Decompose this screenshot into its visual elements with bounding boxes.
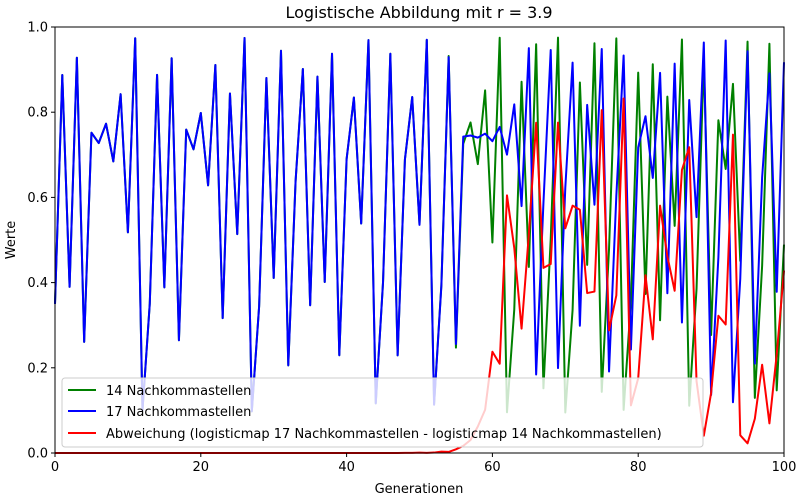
x-tick-label: 100 bbox=[772, 460, 797, 475]
x-tick-label: 60 bbox=[484, 460, 501, 475]
x-tick-label: 40 bbox=[338, 460, 355, 475]
y-axis-label: Werte bbox=[4, 221, 19, 260]
legend-label-17: 17 Nachkommastellen bbox=[106, 405, 251, 420]
x-tick-label: 20 bbox=[193, 460, 210, 475]
legend-box bbox=[61, 377, 704, 448]
plot-border bbox=[54, 26, 785, 454]
y-tick-label: 0.8 bbox=[27, 106, 48, 121]
y-tick-label: 0.0 bbox=[27, 447, 48, 462]
legend-label-14: 14 Nachkommastellen bbox=[106, 384, 251, 399]
x-axis: 0 20 40 60 80 100 bbox=[51, 453, 797, 475]
x-tick-label: 80 bbox=[630, 460, 647, 475]
legend: 14 Nachkommastellen 17 Nachkommastellen … bbox=[61, 377, 704, 448]
series-line-17 bbox=[54, 36, 785, 413]
x-tick-label: 0 bbox=[51, 460, 59, 475]
y-tick-label: 0.6 bbox=[27, 191, 48, 206]
y-axis: 0.0 0.2 0.4 0.6 0.8 1.0 bbox=[27, 21, 55, 462]
x-axis-label: Generationen bbox=[375, 482, 464, 497]
chart-title: Logistische Abbildung mit r = 3.9 bbox=[285, 3, 552, 22]
y-tick-label: 0.2 bbox=[27, 361, 48, 376]
y-tick-label: 0.4 bbox=[27, 276, 48, 291]
y-tick-label: 1.0 bbox=[27, 21, 48, 36]
legend-label-diff: Abweichung (logisticmap 17 Nachkommastel… bbox=[106, 427, 662, 442]
